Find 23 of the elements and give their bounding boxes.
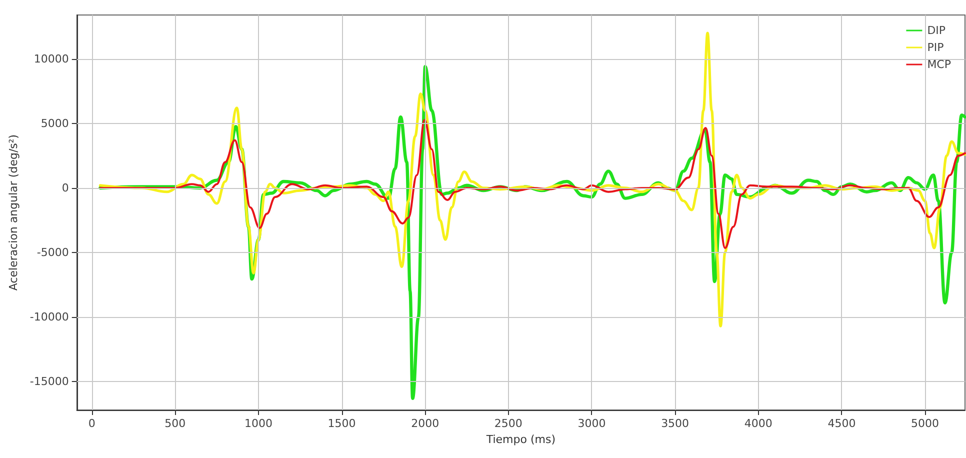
x-tick-label: 3000 bbox=[578, 417, 606, 430]
y-tick-label: 0 bbox=[62, 181, 69, 194]
x-tick-label: 500 bbox=[164, 417, 186, 430]
x-tick-label: 4000 bbox=[744, 417, 772, 430]
x-tick-label: 5000 bbox=[911, 417, 940, 430]
legend-label: PIP bbox=[927, 41, 944, 54]
legend-label: DIP bbox=[927, 24, 946, 37]
y-tick-label: 10000 bbox=[34, 52, 69, 66]
y-axis-title: Aceleracion angular (deg/s²) bbox=[7, 134, 20, 291]
y-tick-label: 5000 bbox=[40, 116, 69, 130]
x-tick-label: 2000 bbox=[411, 417, 440, 430]
x-tick-label: 4500 bbox=[828, 417, 856, 430]
x-tick-label: 0 bbox=[88, 417, 96, 430]
legend-label: MCP bbox=[927, 58, 952, 71]
x-tick-label: 2500 bbox=[494, 417, 522, 430]
y-tick-label: -15000 bbox=[30, 375, 69, 388]
x-tick-label: 3500 bbox=[661, 417, 690, 430]
line-series bbox=[99, 118, 966, 249]
x-tick-label: 1500 bbox=[328, 417, 356, 430]
x-tick-label: 1000 bbox=[244, 417, 272, 430]
y-tick-label: -10000 bbox=[30, 310, 69, 324]
y-tick-label: -5000 bbox=[36, 246, 69, 260]
x-axis-title: Tiempo (ms) bbox=[485, 432, 556, 446]
